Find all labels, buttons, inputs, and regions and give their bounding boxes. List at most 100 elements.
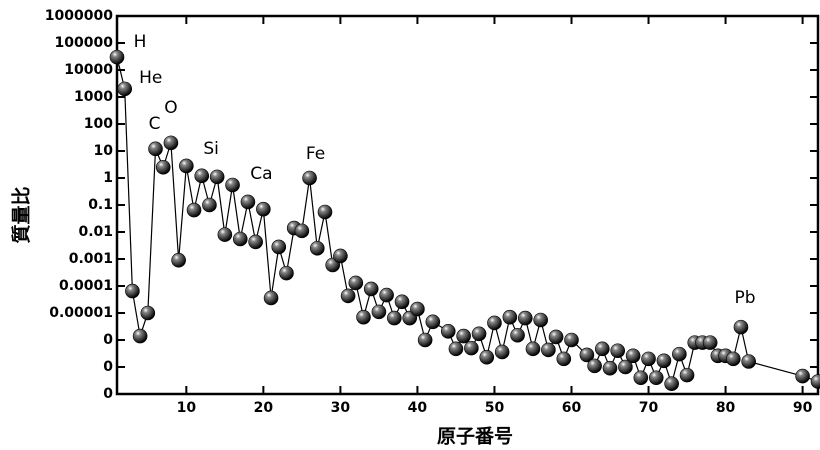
data-point [194,168,210,184]
data-point [232,231,248,247]
data-point [479,349,495,365]
data-point [279,265,294,281]
data-point [541,342,556,358]
y-tick-label: 0.0001 [59,278,113,294]
y-tick-label: 1000000 [45,8,113,24]
x-axis-label: 原子番号 [437,426,513,448]
data-point [733,319,749,335]
annotation: Ca [250,164,272,184]
data-point [464,340,479,356]
data-point [641,351,656,367]
data-point [294,223,310,239]
data-point [487,315,502,331]
data-point [171,252,186,268]
data-point [410,301,425,317]
data-point [140,305,156,321]
data-point [163,135,179,151]
data-point [602,360,618,376]
data-point [502,309,518,325]
annotation: Fe [306,144,325,164]
y-tick-label: 0 [103,386,113,402]
data-point [263,290,279,306]
data-point [356,309,371,325]
data-point [109,49,125,65]
data-point [456,328,471,344]
data-point [371,304,387,320]
data-point [610,343,626,359]
x-tick-label: 10 [177,400,197,416]
y-tick-label: 0.00001 [49,305,113,321]
data-point [795,368,810,384]
annotation: He [139,68,162,88]
data-point [348,275,364,291]
x-tick-label: 40 [408,400,428,416]
annotation: Pb [734,288,755,308]
y-tick-label: 1000 [74,89,113,105]
data-point [679,367,695,383]
annotation: Si [203,139,219,159]
x-tick-label: 70 [639,400,659,416]
data-point [209,169,225,185]
data-point [155,159,171,175]
data-point [810,374,820,389]
data-point [494,344,510,360]
data-point [179,158,194,174]
data-point [240,194,256,210]
annotation: H [134,32,147,52]
data-point [186,202,202,218]
y-tick-label: 0 [103,332,113,348]
data-point [379,287,394,303]
data-point [425,314,441,330]
data-point [448,341,464,357]
data-point [625,348,641,364]
data-point [725,351,741,367]
x-tick-label: 80 [716,400,736,416]
x-tick-label: 20 [254,400,274,416]
data-point [471,326,487,342]
data-point [256,201,271,217]
y-tick-label: 0 [103,359,113,375]
data-point [664,376,679,392]
y-tick-label: 1 [103,170,113,186]
data-point [302,170,317,186]
data-point [595,341,610,357]
data-point [618,359,633,375]
data-point [363,281,379,297]
y-tick-label: 0.1 [88,197,113,213]
data-point [510,327,525,343]
data-point [217,227,233,242]
data-point [672,346,687,362]
data-point [271,239,287,255]
x-tick-label: 60 [562,400,582,416]
data-point [148,141,163,157]
data-point [633,370,649,386]
y-tick-label: 100000 [55,35,114,51]
data-point [309,240,325,256]
y-tick-label: 10 [94,143,114,159]
data-point [340,288,356,304]
annotation: C [149,114,161,134]
data-point [741,354,756,369]
data-point [525,341,541,357]
data-point [225,177,240,193]
data-point [556,351,572,367]
data-point [440,324,456,339]
data-point [317,204,333,220]
data-point [248,234,263,250]
y-tick-label: 10000 [64,62,113,78]
data-point [702,335,718,350]
data-point [333,248,348,264]
x-tick-label: 50 [485,400,505,416]
data-point [564,332,579,348]
x-tick-label: 90 [793,400,813,416]
data-point [648,370,664,386]
data-point [417,332,433,348]
y-tick-label: 100 [84,116,113,132]
data-point [125,283,140,299]
data-point [656,353,672,369]
y-tick-label: 0.001 [69,251,113,267]
data-point [387,310,402,326]
data-point [394,294,410,310]
data-point [517,310,533,326]
